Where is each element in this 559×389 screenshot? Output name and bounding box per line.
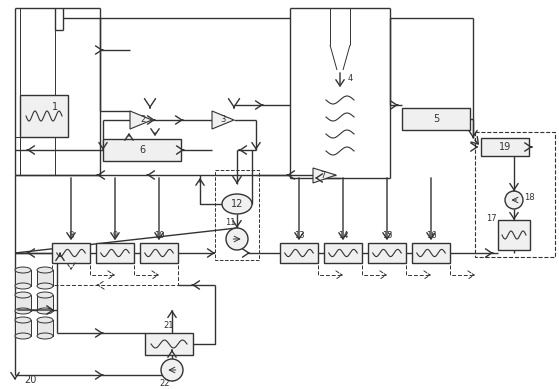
Bar	[52, 243, 90, 263]
Ellipse shape	[37, 317, 53, 323]
Text: 20: 20	[24, 375, 36, 385]
Text: 9: 9	[112, 231, 117, 240]
Polygon shape	[212, 111, 234, 129]
Text: 17: 17	[486, 214, 497, 223]
Bar	[20, 95, 68, 137]
Ellipse shape	[37, 283, 53, 289]
Text: 15: 15	[382, 231, 392, 240]
Ellipse shape	[222, 194, 252, 214]
Text: 7: 7	[320, 170, 326, 179]
Bar	[324, 243, 362, 263]
Text: 18: 18	[524, 193, 534, 202]
Bar	[103, 139, 181, 161]
Ellipse shape	[37, 308, 53, 314]
Polygon shape	[313, 168, 336, 183]
Bar	[15, 295, 31, 311]
Text: 13: 13	[293, 231, 304, 240]
Text: 14: 14	[338, 231, 348, 240]
Bar	[140, 243, 178, 263]
Text: 6: 6	[139, 145, 145, 155]
Ellipse shape	[15, 283, 31, 289]
Ellipse shape	[15, 267, 31, 273]
Ellipse shape	[15, 333, 31, 339]
Bar	[15, 270, 31, 286]
Ellipse shape	[15, 308, 31, 314]
Text: 5: 5	[433, 114, 439, 124]
Circle shape	[505, 191, 523, 209]
Bar	[498, 220, 530, 250]
Bar	[215, 170, 259, 260]
Text: 22: 22	[160, 380, 170, 389]
Bar	[368, 243, 406, 263]
Ellipse shape	[37, 333, 53, 339]
Bar	[37, 295, 53, 311]
Text: 21: 21	[164, 321, 174, 330]
Ellipse shape	[15, 317, 31, 323]
Text: 8: 8	[68, 231, 74, 240]
Ellipse shape	[37, 267, 53, 273]
Text: 16: 16	[426, 231, 437, 240]
Circle shape	[226, 228, 248, 250]
Bar	[15, 320, 31, 336]
Circle shape	[161, 359, 183, 381]
Bar	[37, 270, 53, 286]
Text: 12: 12	[231, 199, 243, 209]
Ellipse shape	[15, 292, 31, 298]
Bar	[475, 132, 555, 257]
Bar	[280, 243, 318, 263]
Text: 19: 19	[499, 142, 511, 152]
Bar	[412, 243, 450, 263]
Bar	[37, 320, 53, 336]
Text: 10: 10	[154, 231, 164, 240]
Bar	[145, 333, 193, 355]
Bar	[481, 138, 529, 156]
Text: 11: 11	[225, 218, 235, 227]
Text: 1: 1	[52, 102, 58, 112]
Polygon shape	[130, 111, 152, 129]
Bar	[96, 243, 134, 263]
Text: 2: 2	[140, 114, 146, 123]
Text: 3: 3	[220, 114, 226, 123]
Bar	[402, 108, 470, 130]
Text: 4: 4	[348, 74, 353, 82]
Ellipse shape	[37, 292, 53, 298]
